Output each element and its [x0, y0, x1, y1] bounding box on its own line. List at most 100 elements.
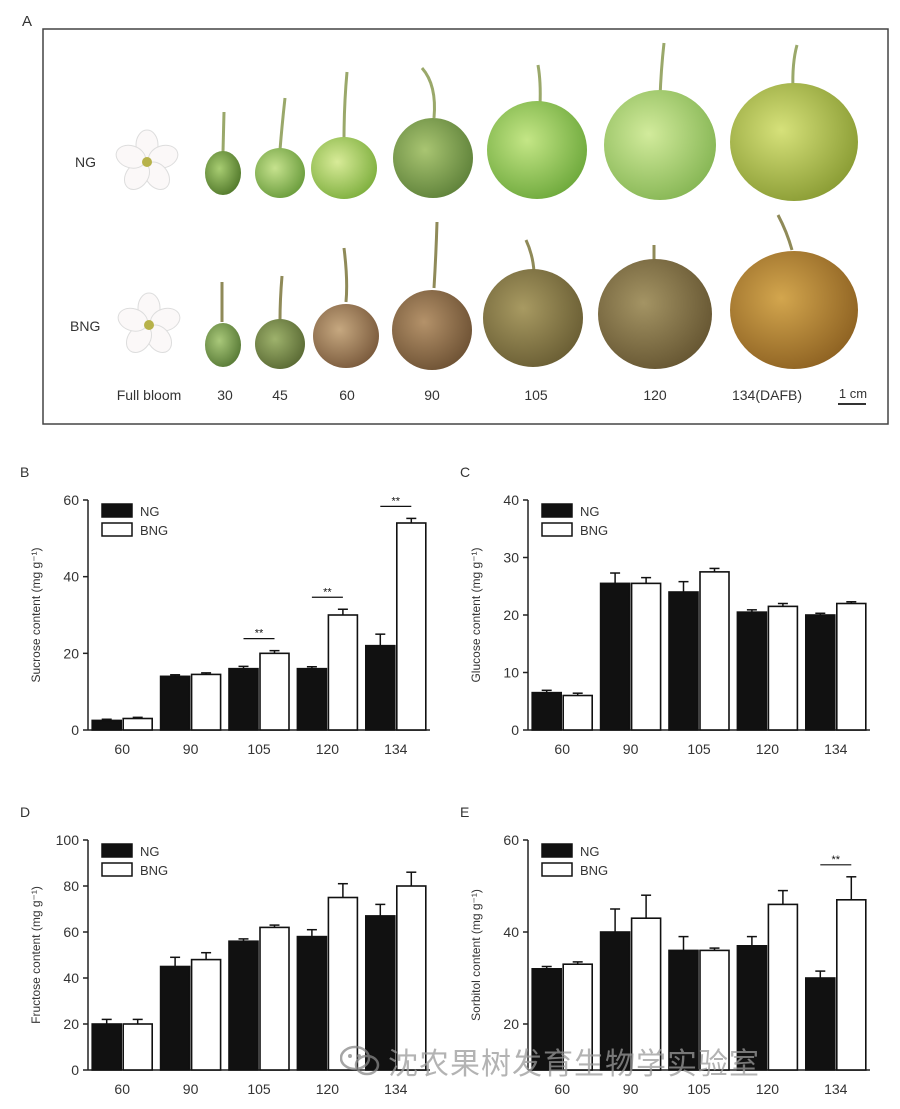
significance-label: **	[323, 586, 332, 598]
watermark: 沈农果树发育生物学实验室	[340, 1036, 860, 1086]
x-tick-label: 120	[316, 741, 340, 757]
legend-label-bng: BNG	[580, 523, 608, 538]
bar-bng	[562, 963, 593, 1071]
panel-a-photo: A	[22, 13, 889, 425]
bar-ng	[91, 719, 122, 731]
y-axis-label: Glucose content (mg g⁻¹)	[469, 547, 483, 682]
legend-label-bng: BNG	[140, 863, 168, 878]
stage-label: 90	[424, 387, 440, 403]
y-tick-label: 40	[63, 970, 79, 986]
significance-label: **	[832, 854, 841, 866]
significance-label: **	[255, 628, 264, 640]
bar-ng	[364, 644, 396, 731]
bar-bng	[259, 652, 290, 731]
legend-label-bng: BNG	[140, 523, 168, 538]
panel-letter: B	[20, 464, 29, 480]
y-tick-label: 60	[503, 832, 519, 848]
fructose-chart: D 0 20 40 60 80 100 Fructose content (mg g⁻¹) 60…	[20, 804, 430, 1097]
x-tick-label: 60	[554, 1081, 570, 1097]
row-label-ng: NG	[75, 154, 96, 170]
legend-swatch-ng	[541, 843, 573, 858]
y-tick-label: 20	[503, 1016, 519, 1032]
bar-bng	[327, 614, 359, 731]
x-tick-label: 120	[316, 1081, 340, 1097]
bar-ng	[599, 931, 631, 1071]
x-tick-label: 60	[114, 1081, 130, 1097]
stage-label: 134(DAFB)	[732, 387, 802, 403]
x-tick-label: 90	[623, 741, 639, 757]
y-tick-label: 60	[63, 924, 79, 940]
sorbitol-chart: E 20 40 60 Sorbitol content (mg g⁻¹) 60 90 105 1…	[460, 804, 870, 1097]
legend-swatch-bng	[541, 862, 573, 877]
bar-bng	[122, 717, 153, 731]
bar-bng	[630, 917, 662, 1071]
sucrose-chart: B 0 20 40 60 Sucrose content (mg g⁻¹) 60 90 105 1…	[20, 464, 430, 757]
y-tick-label: 40	[63, 569, 79, 585]
y-tick-label: 20	[63, 645, 79, 661]
legend-label-bng: BNG	[580, 863, 608, 878]
y-tick-label: 40	[503, 924, 519, 940]
bar-ng	[668, 949, 699, 1071]
bar-bng	[395, 522, 427, 731]
flower-bng	[117, 292, 181, 354]
y-axis-label: Fructose content (mg g⁻¹)	[29, 886, 43, 1024]
x-tick-label: 105	[247, 741, 271, 757]
y-tick-label: 100	[56, 832, 80, 848]
scale-bar-label: 1 cm	[839, 386, 867, 401]
bar-ng	[531, 691, 562, 731]
fruit-row-bng-bodies	[205, 251, 858, 370]
legend-label-ng: NG	[140, 504, 160, 519]
legend-swatch-bng	[101, 862, 133, 877]
x-tick-label: 134	[824, 741, 848, 757]
bar-ng	[296, 667, 328, 731]
x-tick-label: 134	[384, 1081, 408, 1097]
bar-bng	[190, 958, 222, 1071]
bar-bng	[835, 602, 867, 731]
x-tick-label: 105	[687, 741, 711, 757]
watermark-text: 沈农果树发育生物学实验室	[388, 1047, 760, 1082]
bar-ng	[804, 614, 836, 731]
x-tick-label: 134	[824, 1081, 848, 1097]
stage-label: 45	[272, 387, 288, 403]
fruit-row-ng-bodies	[205, 83, 858, 201]
x-tick-label: 105	[247, 1081, 271, 1097]
bar-ng	[736, 611, 768, 731]
y-tick-label: 40	[503, 492, 519, 508]
y-axis-label: Sucrose content (mg g⁻¹)	[29, 547, 43, 682]
legend-swatch-ng	[101, 503, 133, 518]
flower-ng	[115, 129, 179, 191]
legend-swatch-ng	[101, 843, 133, 858]
panel-a-frame	[42, 28, 889, 425]
bar-bng	[699, 571, 730, 731]
bar-ng	[159, 965, 191, 1071]
bar-bng	[630, 582, 662, 731]
bar-ng	[599, 582, 631, 731]
bar-ng	[736, 945, 768, 1071]
legend-swatch-bng	[541, 522, 573, 537]
bar-ng	[91, 1023, 122, 1071]
bar-ng	[668, 591, 699, 731]
y-axis-label: Sorbitol content (mg g⁻¹)	[469, 889, 483, 1021]
y-tick-label: 0	[511, 722, 519, 738]
bar-bng	[562, 694, 593, 731]
bar-ng	[228, 667, 259, 731]
panel-letter: D	[20, 804, 30, 820]
y-tick-label: 30	[503, 550, 519, 566]
x-tick-label: 90	[183, 741, 199, 757]
legend-label-ng: NG	[580, 504, 600, 519]
bar-bng	[259, 926, 290, 1071]
row-label-bng: BNG	[70, 318, 100, 334]
bar-ng	[296, 935, 328, 1071]
y-tick-label: 20	[63, 1016, 79, 1032]
panel-a-letter: A	[22, 13, 32, 30]
bar-ng	[228, 940, 259, 1071]
x-tick-label: 120	[756, 741, 780, 757]
legend-label-ng: NG	[580, 844, 600, 859]
stage-label: 30	[217, 387, 233, 403]
wechat-icon	[340, 1045, 380, 1076]
x-tick-label: 105	[687, 1081, 711, 1097]
bar-ng	[804, 977, 836, 1071]
x-tick-label: 134	[384, 741, 408, 757]
y-tick-label: 80	[63, 878, 79, 894]
